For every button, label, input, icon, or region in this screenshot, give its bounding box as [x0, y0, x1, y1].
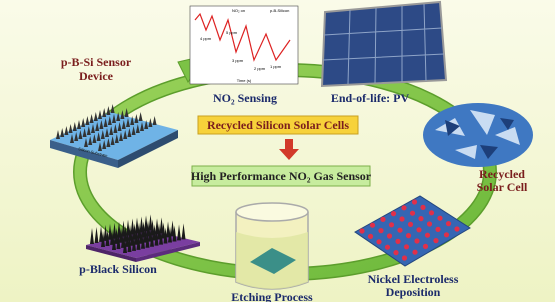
dot [437, 216, 442, 221]
ppm-label: 2 ppm [254, 66, 266, 71]
dot [395, 239, 400, 244]
dot [408, 222, 413, 227]
label: Solar Cell [477, 180, 528, 194]
dot [402, 255, 407, 260]
dot [420, 205, 425, 210]
dot [412, 199, 417, 204]
ppm-label: 3 ppm [232, 58, 244, 63]
dot [399, 216, 404, 221]
dot [397, 228, 402, 233]
dot [418, 216, 423, 221]
graphical-abstract: Time (s) p-B-Silicon NO₂ on 4 ppm 5 ppm … [0, 0, 555, 302]
dot [433, 238, 438, 243]
dot [423, 244, 428, 249]
dot [387, 233, 392, 238]
dot [404, 244, 409, 249]
dot [389, 222, 394, 227]
dot [410, 211, 415, 216]
dot [414, 238, 419, 243]
dot [446, 221, 451, 226]
label: p-Black Silicon [79, 262, 157, 276]
beaker [236, 203, 308, 289]
dot [368, 234, 373, 239]
dot [393, 250, 398, 255]
label: Device [79, 69, 114, 83]
ppm-label: 1 ppm [270, 64, 282, 69]
label: p-B-Si Sensor [61, 55, 132, 69]
dot [454, 226, 459, 231]
label: Deposition [386, 285, 441, 299]
dot [401, 205, 406, 210]
dot [370, 223, 375, 228]
ppm-label: 5 ppm [226, 30, 238, 35]
ppm-label: 4 ppm [200, 36, 212, 41]
dot [380, 217, 385, 222]
dot [412, 250, 417, 255]
dot [425, 233, 430, 238]
dot [391, 211, 396, 216]
graph-frame [190, 6, 298, 84]
bottom-box-text: High Performance NO₂ Gas Sensor [191, 169, 372, 183]
label: Nickel Electroless [368, 272, 459, 286]
dot [444, 232, 449, 237]
dot [429, 210, 434, 215]
graph-legend: p-B-Silicon [270, 8, 289, 13]
dot [435, 227, 440, 232]
label: NO₂ Sensing [213, 91, 277, 105]
graph-note: NO₂ on [232, 8, 245, 13]
dot [385, 245, 390, 250]
sensing-graph: Time (s) p-B-Silicon NO₂ on 4 ppm 5 ppm … [190, 6, 298, 84]
label: End-of-life: PV [331, 91, 410, 105]
top-box-text: Recycled Silicon Solar Cells [207, 118, 349, 132]
dot [427, 221, 432, 226]
graph-x-label: Time (s) [237, 78, 252, 83]
dot [406, 233, 411, 238]
label: Recycled [479, 167, 525, 181]
dot [416, 227, 421, 232]
dot [376, 239, 381, 244]
dot [378, 228, 383, 233]
label: Etching Process [231, 290, 313, 302]
dot [359, 228, 364, 233]
recycled-cell-pile [423, 103, 533, 167]
solar-panel [322, 2, 446, 86]
